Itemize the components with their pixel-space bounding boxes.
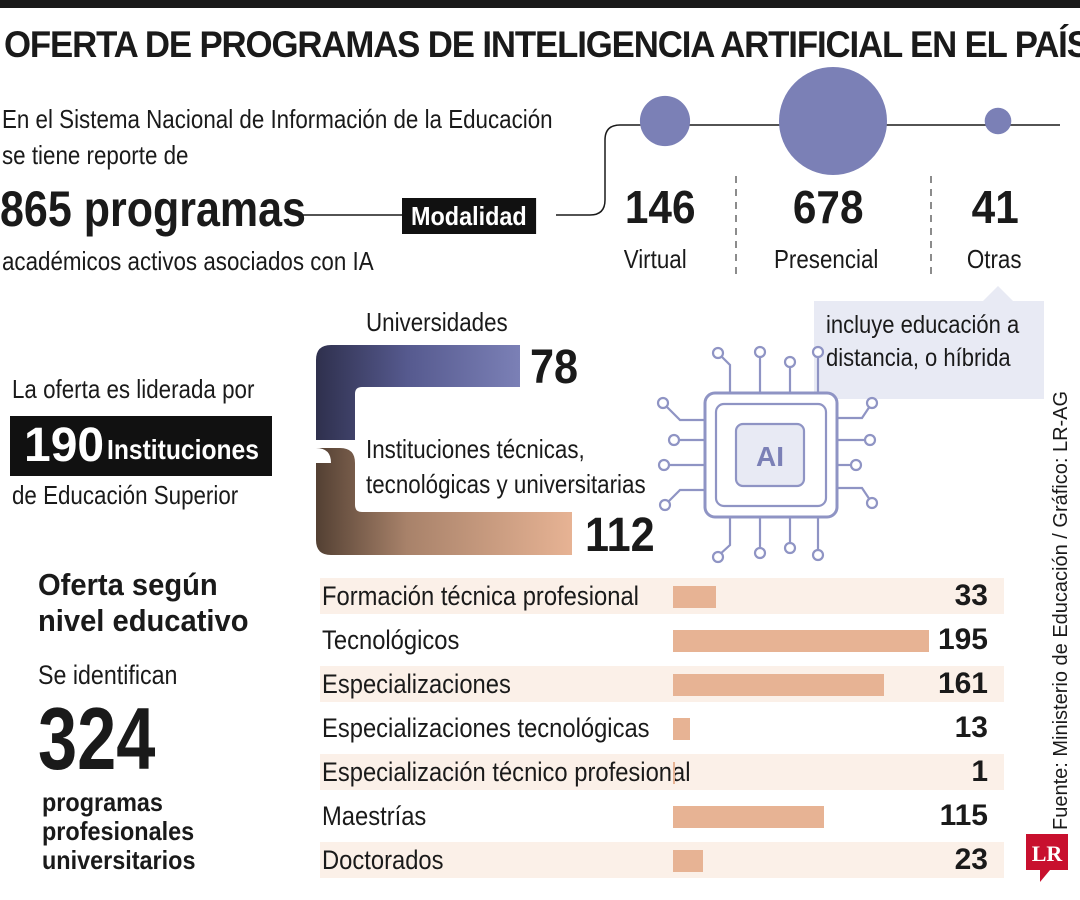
- levels-count-line-2: profesionales: [42, 816, 195, 846]
- modality-value-virtual: 146: [624, 181, 696, 233]
- level-row: Formación técnica profesional 33: [320, 578, 1004, 614]
- modality-label-virtual: Virtual: [623, 244, 687, 274]
- level-value: 161: [937, 667, 988, 700]
- total-programs: 865 programas: [0, 181, 306, 237]
- ai-chip-label: AI: [756, 441, 784, 472]
- level-row: Especialización técnico profesional 1: [320, 754, 1004, 790]
- modality-value-otras: 41: [971, 181, 1019, 233]
- level-bar: [673, 806, 824, 828]
- level-bar: [673, 850, 704, 872]
- level-bar: [673, 762, 675, 784]
- modality-note: incluye educación a distancia, o híbrida: [814, 301, 1044, 399]
- source-credits: Fuente: Ministerio de Educación / Gráfic…: [1050, 390, 1072, 830]
- intro-line-1: En el Sistema Nacional de Información de…: [2, 104, 553, 134]
- level-bar: [673, 674, 885, 696]
- level-name: Formación técnica profesional: [322, 581, 639, 611]
- level-name: Doctorados: [322, 845, 444, 875]
- levels-count-line-3: universitarios: [42, 845, 196, 875]
- level-row: Tecnológicos 195: [320, 622, 1004, 658]
- modality-note-line-1: incluye educación a: [826, 311, 1020, 339]
- level-value: 13: [954, 711, 988, 744]
- modality-value-presencial: 678: [792, 181, 864, 233]
- technical-value: 112: [585, 509, 655, 562]
- level-value: 33: [954, 579, 988, 612]
- institutions-flow: [272, 345, 572, 555]
- level-value: 115: [939, 799, 988, 832]
- flow-universities: [272, 345, 520, 440]
- level-bar: [673, 630, 929, 652]
- ai-chip-icon: AI: [656, 345, 879, 564]
- modality-circle-virtual: [639, 95, 691, 147]
- level-name: Especializaciones: [322, 669, 511, 699]
- page-title: OFERTA DE PROGRAMAS DE INTELIGENCIA ARTI…: [4, 24, 1080, 65]
- callout-pointer: [982, 286, 1014, 302]
- institutions-lead: La oferta es liderada por: [12, 374, 255, 404]
- level-value: 1: [971, 755, 988, 788]
- level-row: Especializaciones 161: [320, 666, 1004, 702]
- universities-label: Universidades: [366, 307, 508, 337]
- institutions-count: 190: [24, 419, 105, 472]
- levels-count-line-1: programas: [42, 787, 163, 817]
- modality-circle-otras: [984, 107, 1012, 135]
- technical-label-line-1: Instituciones técnicas,: [366, 434, 585, 464]
- modality-label-presencial: Presencial: [773, 244, 879, 274]
- level-bar: [673, 718, 691, 740]
- institutions-count-label: Instituciones: [107, 434, 259, 465]
- modality-graphic: [302, 67, 1060, 276]
- institutions-count-box: 190 Instituciones: [10, 416, 272, 476]
- lr-logo-text: LR: [1032, 841, 1064, 866]
- intro-line-3: académicos activos asociados con IA: [2, 246, 374, 276]
- intro-line-2: se tiene reporte de: [2, 140, 189, 170]
- level-value: 195: [937, 623, 988, 656]
- level-row: Maestrías 115: [320, 798, 1004, 834]
- modality-note-line-2: distancia, o híbrida: [826, 344, 1011, 372]
- top-rule: [0, 0, 1080, 8]
- flow-technical: [272, 448, 572, 555]
- level-row: Especializaciones tecnológicas 13: [320, 710, 1004, 746]
- level-name: Maestrías: [322, 801, 427, 831]
- institutions-tail: de Educación Superior: [12, 480, 239, 510]
- levels-heading-line-2: nivel educativo: [38, 603, 249, 638]
- modality-label: Modalidad: [402, 198, 536, 234]
- level-bar: [673, 586, 717, 608]
- levels-identify: Se identifican: [38, 660, 178, 690]
- level-value: 23: [954, 843, 988, 876]
- level-name: Tecnológicos: [322, 625, 460, 655]
- connector-line-right: [556, 124, 1060, 216]
- modality-circle-presencial: [779, 67, 887, 175]
- technical-label-line-2: tecnológicas y universitarias: [366, 469, 646, 499]
- level-row: Doctorados 23: [320, 842, 1004, 878]
- level-name: Especialización técnico profesional: [322, 757, 691, 787]
- levels-heading-line-1: Oferta según: [38, 567, 218, 602]
- levels-count: 324: [38, 689, 156, 788]
- level-name: Especializaciones tecnológicas: [322, 713, 650, 743]
- lr-logo-icon: LR: [1026, 834, 1068, 882]
- modality-label-otras: Otras: [966, 244, 1022, 274]
- universities-value: 78: [530, 341, 579, 394]
